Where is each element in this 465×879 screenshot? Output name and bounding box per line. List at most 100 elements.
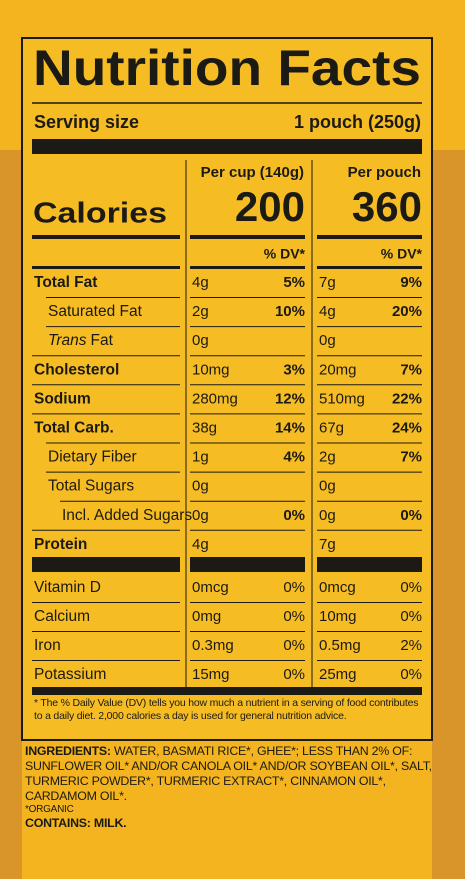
thick-rule [32,139,422,154]
thick-rule [32,687,422,695]
daily-value: 20% [392,303,422,320]
nutrient-name-text: Protein [34,536,87,553]
amount: 2g [319,449,336,466]
daily-value: 3% [283,361,305,378]
nutrient-name-text: Vitamin D [34,579,101,596]
nutrient-name: Total Fat [34,274,97,291]
amount: 15mg [192,666,230,683]
daily-value: 10% [275,303,305,320]
nutrient-name-text: Saturated Fat [48,303,143,320]
daily-value: 0% [283,637,305,654]
amount: 2g [192,303,209,320]
daily-value: 0% [400,579,422,596]
amount: 0.3mg [192,637,234,654]
calories-label: Calories [33,198,167,230]
nutrient-name-text: Total Carb. [34,420,114,437]
nutrient-name-text: Cholesterol [34,361,119,378]
nutrient-name: Dietary Fiber [48,449,137,466]
background-band [432,150,465,879]
rule [32,235,180,239]
daily-value: 14% [275,419,305,436]
contains-text: MILK. [93,816,127,830]
nutrient-name: Iron [34,637,61,654]
amount: 0mcg [319,579,356,596]
serving-label: Serving size [34,112,139,132]
daily-value: 0% [400,507,422,524]
rule [190,266,305,269]
nutrient-name-text: Sodium [34,390,91,407]
amount: 280mg [192,390,238,407]
calories-value: 200 [235,183,305,230]
background-band [0,150,22,879]
nutrient-name-text: Calcium [34,608,90,625]
ingredients-label: INGREDIENTS: [25,744,111,758]
nutrient-name: Incl. Added Sugars [62,507,192,524]
dv-header: % DV* [381,246,423,262]
amount: 10mg [192,361,230,378]
amount: 67g [319,419,344,436]
amount: 0g [319,332,336,349]
amount: 4g [319,303,336,320]
amount: 4g [192,274,209,291]
daily-value: 12% [275,390,305,407]
amount: 7g [319,536,336,553]
amount: 10mg [319,608,357,625]
nutrient-name: Cholesterol [34,361,119,378]
amount: 0.5mg [319,637,361,654]
nutrient-name-text: Incl. Added Sugars [62,507,192,524]
amount: 4g [192,536,209,553]
daily-value: 7% [400,361,422,378]
nutrient-name: Calcium [34,608,90,625]
calories-value: 360 [352,183,422,230]
nutrient-name: Sodium [34,390,91,407]
amount: 7g [319,274,336,291]
daily-value: 22% [392,390,422,407]
label-box [21,37,433,741]
amount: 510mg [319,390,365,407]
ingredients-block: INGREDIENTS: WATER, BASMATI RICE*, GHEE*… [25,744,443,831]
organic-note: *ORGANIC [25,804,74,815]
nutrient-name: Vitamin D [34,579,101,596]
daily-value: 0% [283,666,305,683]
ingredients-text: WATER, BASMATI RICE*, GHEE*; LESS THAN 2… [25,744,432,803]
amount: 0g [192,332,209,349]
daily-value: 5% [283,274,305,291]
ingredients: INGREDIENTS: WATER, BASMATI RICE*, GHEE*… [25,744,443,804]
daily-value: 7% [400,449,422,466]
daily-value: 0% [400,666,422,683]
amount: 0g [192,478,209,495]
nutrient-name-italic: Trans [48,332,87,349]
daily-value: 0% [283,507,305,524]
amount: 0mg [192,608,221,625]
nutrient-name: Protein [34,536,87,553]
thick-rule [190,557,305,572]
daily-value: 9% [400,274,422,291]
amount: 38g [192,419,217,436]
daily-value: 24% [392,419,422,436]
nutrient-name-rest: Fat [90,332,113,349]
nutrient-name-text: Potassium [34,666,106,683]
column-header: Per pouch [348,164,421,181]
daily-value: 0% [283,579,305,596]
nutrient-name: Total Carb. [34,420,114,437]
daily-value: 2% [400,637,422,654]
nutrient-name: Total Sugars [48,478,134,495]
footnote: * The % Daily Value (DV) tells you how m… [34,697,419,722]
serving-value: 1 pouch (250g) [294,112,421,132]
amount: 0g [319,478,336,495]
amount: 1g [192,449,209,466]
rule [190,235,305,239]
amount: 20mg [319,361,357,378]
title: Nutrition Facts [33,40,421,96]
nutrient-name-text: Iron [34,637,61,654]
amount: 0g [319,507,336,524]
amount: 0g [192,507,209,524]
amount: 25mg [319,666,357,683]
contains-label: CONTAINS: [25,816,91,830]
nutrient-name-text: Total Fat [34,274,97,291]
column-header: Per cup (140g) [201,164,304,181]
nutrient-name: Potassium [34,666,106,683]
daily-value: 0% [400,608,422,625]
nutrient-name: Trans Fat [48,332,114,349]
